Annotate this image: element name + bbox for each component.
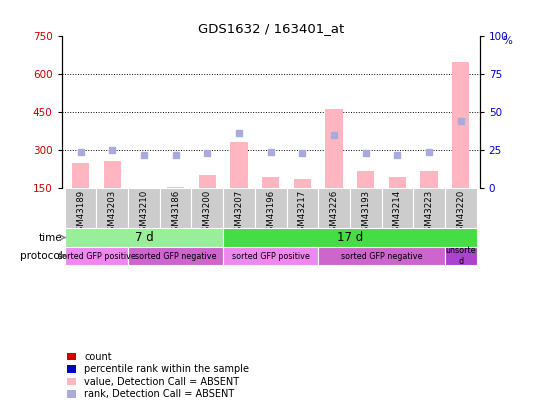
Bar [128,247,223,265]
Text: GSM43223: GSM43223 [425,190,434,237]
Legend: count, percentile rank within the sample, value, Detection Call = ABSENT, rank, : count, percentile rank within the sample… [66,351,250,400]
Bar [294,179,311,188]
Text: sorted GFP negative: sorted GFP negative [135,252,217,260]
Bar [318,247,445,265]
Bar [65,188,96,228]
Bar [230,143,248,188]
Text: GSM43189: GSM43189 [76,190,85,237]
Bar [103,161,121,188]
Text: GSM43226: GSM43226 [330,190,339,237]
Bar [350,188,382,228]
Bar [199,175,216,188]
Bar [262,177,279,188]
Text: protocol: protocol [19,251,62,261]
Bar [413,188,445,228]
Text: GSM43210: GSM43210 [139,190,148,237]
Bar [318,188,350,228]
Bar [223,247,318,265]
Bar [452,62,470,188]
Bar [445,188,477,228]
Bar [128,188,160,228]
Bar [223,228,477,247]
Bar [255,188,287,228]
Bar [65,228,223,247]
Bar [382,188,413,228]
Text: GSM43203: GSM43203 [108,190,117,237]
Bar [325,109,343,188]
Bar [357,171,375,188]
Title: GDS1632 / 163401_at: GDS1632 / 163401_at [198,22,344,35]
Bar [72,163,90,188]
Text: sorted GFP negative: sorted GFP negative [341,252,422,260]
Text: GSM43207: GSM43207 [235,190,243,237]
Bar [389,177,406,188]
Text: GSM43200: GSM43200 [203,190,212,237]
Bar [167,187,184,188]
Bar [96,188,128,228]
Text: GSM43186: GSM43186 [171,190,180,237]
Text: 17 d: 17 d [337,231,363,244]
Text: time: time [39,232,62,243]
Text: GSM43217: GSM43217 [298,190,307,237]
Text: sorted GFP positive: sorted GFP positive [57,252,136,260]
Text: 7 d: 7 d [135,231,153,244]
Text: GSM43193: GSM43193 [361,190,370,237]
Text: sorted GFP positive: sorted GFP positive [232,252,310,260]
Bar [287,188,318,228]
Text: GSM43196: GSM43196 [266,190,275,237]
Text: %: % [503,36,512,47]
Text: unsorte
d: unsorte d [445,246,476,266]
Bar [223,188,255,228]
Bar [191,188,223,228]
Text: GSM43214: GSM43214 [393,190,402,237]
Text: GSM43220: GSM43220 [456,190,465,237]
Bar [420,171,438,188]
Bar [445,247,477,265]
Bar [160,188,191,228]
Bar [65,247,128,265]
